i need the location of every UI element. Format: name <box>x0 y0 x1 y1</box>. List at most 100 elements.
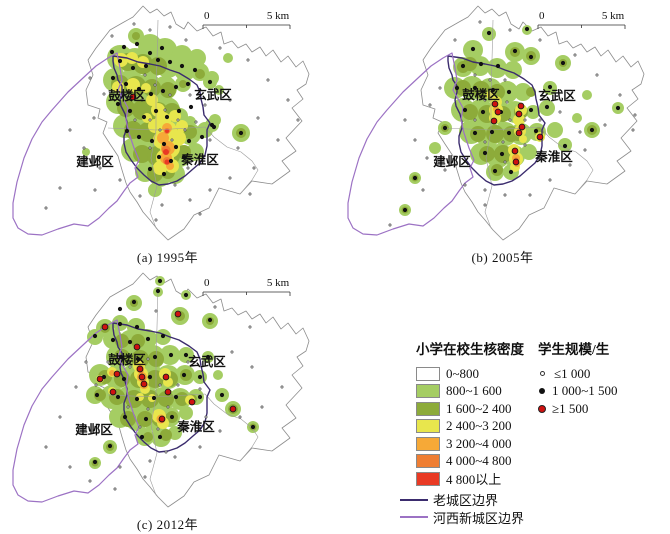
school-dot-medium <box>506 89 512 95</box>
legend-label: 2 400~3 200 <box>446 418 512 433</box>
school-dot-medium <box>460 63 466 69</box>
school-dot-small <box>158 383 162 387</box>
school-dot-small <box>523 143 527 147</box>
school-dot-medium <box>122 414 128 420</box>
school-dot-small <box>93 188 97 192</box>
density-legend-row: 2 400~3 200 <box>416 418 524 433</box>
school-dot-medium <box>123 81 129 87</box>
school-dot-medium <box>121 376 127 382</box>
school-dot-small <box>176 118 180 122</box>
school-dot-small <box>98 166 102 170</box>
school-dot-small <box>148 459 152 463</box>
school-dot-medium <box>499 151 505 157</box>
density-blob <box>94 389 106 401</box>
school-dot-large <box>188 398 196 406</box>
legend-label: 800~1 600 <box>446 383 502 398</box>
size-legend-title: 学生规模/生 <box>538 342 610 357</box>
school-dot-medium <box>179 63 185 69</box>
school-dot-medium <box>117 58 123 64</box>
school-dot-medium <box>207 317 213 323</box>
school-dot-medium <box>147 166 153 172</box>
school-dot-medium <box>147 50 153 56</box>
density-blob <box>179 406 193 420</box>
school-dot-small <box>140 98 144 102</box>
school-dot-small <box>82 146 86 150</box>
school-dot-medium <box>143 63 149 69</box>
density-blob <box>223 53 233 63</box>
school-dot-medium <box>183 352 189 358</box>
district-label: 鼓楼区 <box>108 352 146 367</box>
school-dot-medium <box>159 45 165 51</box>
school-dot-small <box>126 405 130 409</box>
school-dot-medium <box>110 337 116 343</box>
density-blob <box>472 81 490 99</box>
school-dot-medium <box>478 61 484 67</box>
school-dot-medium <box>185 81 191 87</box>
school-dot-large <box>133 343 141 351</box>
district-label: 玄武区 <box>188 354 226 369</box>
school-dot-medium <box>155 288 161 294</box>
school-dot-medium <box>512 48 518 54</box>
density-blob <box>148 183 162 197</box>
density-legend-row: 800~1 600 <box>416 383 524 398</box>
school-dot-medium <box>205 354 211 360</box>
school-dot-medium <box>121 44 127 50</box>
school-dot-small <box>170 138 174 142</box>
school-dot-medium <box>238 130 244 136</box>
school-dot-small <box>573 53 577 57</box>
density-blob <box>143 432 153 442</box>
school-dot-medium <box>480 109 486 115</box>
school-dot-small <box>58 186 62 190</box>
density-blob <box>186 143 204 161</box>
school-dot-small <box>163 108 167 112</box>
density-legend-row: 4 000~4 800 <box>416 453 524 468</box>
school-dot-medium <box>134 396 140 402</box>
legend-label: ≥1 500 <box>552 400 589 416</box>
school-dot-medium <box>412 175 418 181</box>
school-dot-large <box>174 310 182 318</box>
map-panel-1995: 鼓楼区 玄武区 建邺区 秦淮区 (a) 1995年 <box>0 0 335 267</box>
density-blob <box>513 114 525 126</box>
school-dot-small <box>158 128 162 132</box>
school-dot-small <box>558 110 562 114</box>
size-marker-small <box>540 371 545 376</box>
density-blob <box>521 144 537 160</box>
density-blob <box>519 135 527 143</box>
school-dot-medium <box>139 434 145 440</box>
school-dot-small <box>156 427 160 431</box>
density-legend-row: 0~800 <box>416 366 524 381</box>
density-swatch <box>416 454 440 468</box>
density-legend-row: 4 800以上 <box>416 471 524 487</box>
school-dot-medium <box>157 278 163 284</box>
school-dot-small <box>213 305 217 309</box>
school-dot-medium <box>152 354 158 360</box>
school-dot-medium <box>161 141 167 147</box>
scale-bar-use <box>202 9 291 30</box>
density-blob <box>160 429 172 441</box>
density-blob <box>164 159 170 165</box>
school-dot-medium <box>145 336 151 342</box>
school-dot-medium <box>134 41 140 47</box>
school-dot-small <box>473 118 477 122</box>
density-blob <box>120 411 136 427</box>
school-dot-small <box>603 123 607 127</box>
school-dot-medium <box>160 333 166 339</box>
school-dot-large <box>518 123 526 131</box>
school-dot-small <box>153 83 157 87</box>
school-dot-medium <box>149 138 155 144</box>
school-dot-small <box>132 22 136 26</box>
school-dot-small <box>453 38 457 42</box>
school-dot-medium <box>161 171 167 177</box>
boundary-legend-rows: 老城区边界 河西新城区边界 <box>400 493 524 526</box>
school-dot-large <box>515 129 523 137</box>
school-dots-layer <box>44 22 300 222</box>
school-dot-medium <box>157 434 163 440</box>
school-dot-large <box>511 147 519 155</box>
density-swatch <box>416 384 440 398</box>
school-dot-medium <box>528 54 534 60</box>
school-dot-small <box>154 309 158 313</box>
density-swatch <box>416 366 440 381</box>
school-dot-medium <box>141 114 147 120</box>
school-dot-medium <box>533 128 539 134</box>
